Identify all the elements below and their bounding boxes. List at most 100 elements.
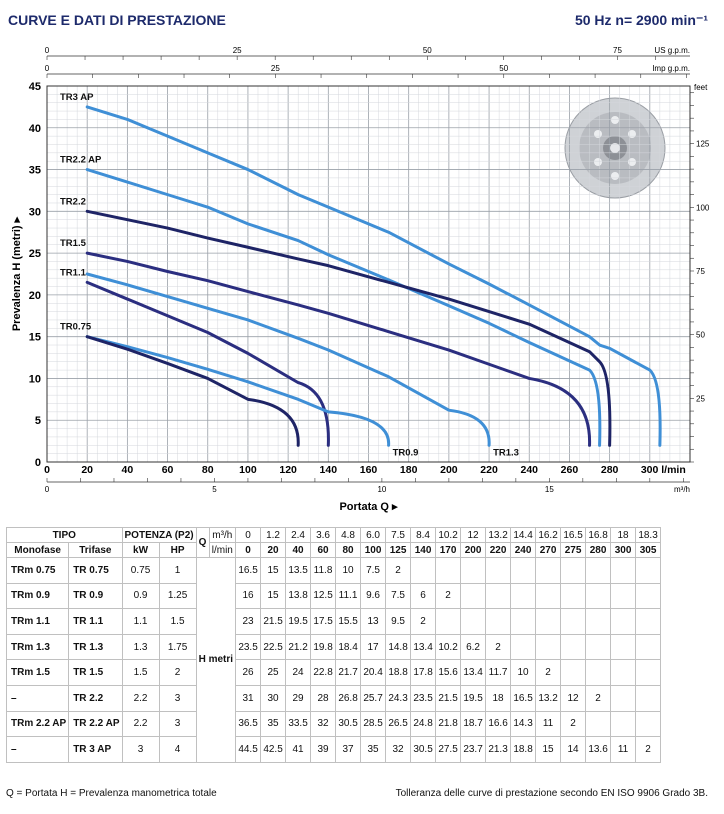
y-axis-label: Prevalenza H (metri) ▸ — [11, 216, 23, 331]
head-value: 16.6 — [485, 710, 512, 738]
series-label: TR2.2 AP — [60, 155, 102, 166]
head-value: 32 — [385, 736, 412, 763]
series-label: TR3 AP — [60, 92, 94, 103]
series-label: TR1.3 — [493, 447, 519, 458]
head-value — [610, 608, 637, 635]
head-value — [585, 608, 612, 635]
series-label: TR1.1 — [60, 267, 87, 278]
lmin-value: 20 — [260, 542, 287, 558]
head-value — [535, 608, 562, 635]
m3h-value: 18.3 — [635, 527, 662, 543]
head-value: 2 — [485, 633, 512, 661]
head-value: 16.5 — [510, 684, 537, 712]
head-value: 18.7 — [460, 710, 487, 738]
lmin-value: 275 — [560, 542, 587, 558]
x-tick-label: 220 — [480, 464, 498, 476]
head-value: 12 — [560, 684, 587, 712]
head-value: 12.5 — [310, 582, 337, 610]
m3h-value: 13.2 — [485, 527, 512, 543]
impeller-image — [560, 94, 670, 202]
series-line — [85, 272, 491, 447]
head-value: 2 — [585, 684, 612, 712]
head-value: 7.5 — [360, 557, 387, 584]
head-value — [560, 608, 587, 635]
head-value: 18 — [485, 684, 512, 712]
head-value: 19.5 — [460, 684, 487, 712]
header-trifase: Trifase — [68, 542, 123, 558]
head-value: 17.5 — [310, 608, 337, 635]
head-value: 27.5 — [435, 736, 462, 763]
model-monofase: TRm 0.75 — [5, 557, 70, 584]
y-tick-label: 40 — [29, 123, 41, 135]
power-kw: 0.75 — [121, 557, 160, 584]
x-tick-label: 120 — [279, 464, 297, 476]
head-value: 23 — [235, 608, 262, 635]
table-row: TRm 0.9 TR 0.9 0.9 1.25 16 15 13.8 12.5 11.1 9.6 7… — [5, 582, 662, 610]
y-tick-label: 20 — [29, 290, 41, 302]
head-value — [610, 684, 637, 712]
power-kw: 1.1 — [121, 608, 160, 635]
head-value — [610, 710, 637, 738]
x-tick-label: 280 — [601, 464, 619, 476]
head-value: 13 — [360, 608, 387, 635]
head-value: 17.8 — [410, 659, 437, 686]
feet-tick-label: 100 — [696, 203, 710, 212]
y-tick-label: 15 — [29, 332, 41, 344]
lmin-value: 125 — [385, 542, 412, 558]
lmin-value: 240 — [510, 542, 537, 558]
head-value — [635, 684, 662, 712]
head-value: 26 — [235, 659, 262, 686]
m3h-value: 2.4 — [285, 527, 312, 543]
model-monofase: TRm 2.2 AP — [5, 710, 70, 738]
head-value — [610, 557, 637, 584]
x-tick-label: 300 l/min — [641, 464, 686, 476]
x-tick-label: 240 — [520, 464, 538, 476]
head-value: 11.8 — [310, 557, 337, 584]
table-row: TRm 1.5 TR 1.5 1.5 2 26 25 24 22.8 21.7 20.4 18.8 1… — [5, 659, 662, 686]
head-value: 13.4 — [460, 659, 487, 686]
us-gpm-tick-label: 25 — [233, 46, 242, 55]
m3h-value: 18 — [610, 527, 637, 543]
power-kw: 2.2 — [121, 684, 160, 712]
model-monofase: TRm 0.9 — [5, 582, 70, 610]
x-tick-label: 140 — [320, 464, 338, 476]
head-value: 21.7 — [335, 659, 362, 686]
head-value — [485, 582, 512, 610]
head-value — [535, 557, 562, 584]
head-value: 31 — [235, 684, 262, 712]
head-value: 19.5 — [285, 608, 312, 635]
head-value: 18.8 — [510, 736, 537, 763]
head-value: 44.5 — [235, 736, 262, 763]
head-value: 7.5 — [385, 582, 412, 610]
m3h-tick-label: 10 — [377, 485, 386, 494]
power-kw: 0.9 — [121, 582, 160, 610]
head-value — [635, 608, 662, 635]
series-line — [85, 105, 662, 447]
m3h-tick-label: 0 — [45, 485, 50, 494]
unit-m3h: m³/h — [208, 527, 237, 543]
head-value: 15 — [260, 557, 287, 584]
head-value: 21.3 — [485, 736, 512, 763]
head-value — [635, 710, 662, 738]
head-value: 11.7 — [485, 659, 512, 686]
head-value: 10 — [335, 557, 362, 584]
x-tick-label: 200 — [440, 464, 458, 476]
x-tick-label: 0 — [44, 464, 50, 476]
imp-gpm-tick-label: 0 — [45, 64, 50, 73]
model-monofase: – — [5, 684, 70, 712]
m3h-unit: m³/h — [674, 485, 690, 494]
header-kw: kW — [121, 542, 160, 558]
power-hp: 1 — [158, 557, 197, 584]
head-value — [560, 633, 587, 661]
lmin-value: 170 — [435, 542, 462, 558]
head-value — [560, 659, 587, 686]
head-value: 23.5 — [235, 633, 262, 661]
model-trifase: TR 0.9 — [68, 582, 123, 610]
head-value: 15 — [535, 736, 562, 763]
head-value: 15.6 — [435, 659, 462, 686]
head-value — [610, 633, 637, 661]
lmin-value: 80 — [335, 542, 362, 558]
feet-tick-label: 125 — [696, 140, 710, 149]
power-hp: 3 — [158, 684, 197, 712]
